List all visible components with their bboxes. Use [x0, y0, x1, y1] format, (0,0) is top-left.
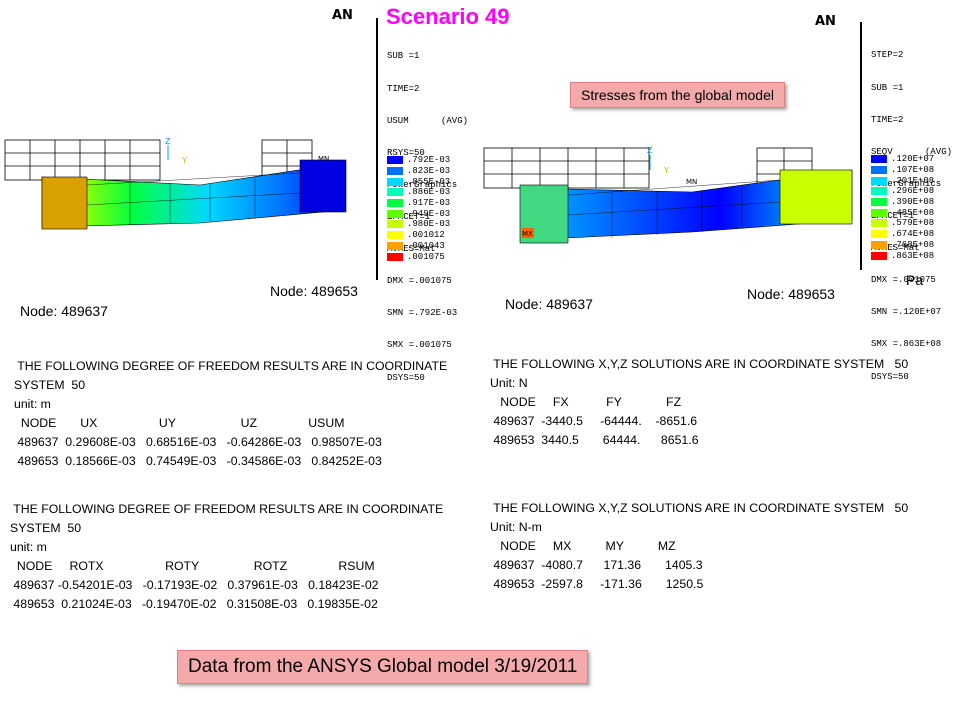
legend-line: DMX =.001075 [387, 276, 452, 287]
scale-swatch [387, 241, 403, 250]
left-divider [376, 18, 378, 280]
scale-swatch [871, 166, 887, 175]
right-divider [860, 22, 862, 270]
right-mx-tag: MX [522, 230, 533, 238]
scale-value: .001043 [407, 240, 445, 251]
scale-swatch [387, 220, 403, 229]
svg-text:Z: Z [165, 137, 171, 146]
legend-line: AVRES=Mat [387, 244, 436, 255]
scale-value: .917E-03 [407, 198, 451, 209]
scale-swatch [387, 167, 403, 176]
dof-rotation-results: THE FOLLOWING DEGREE OF FREEDOM RESULTS … [10, 502, 444, 611]
legend-line: PowerGraphics [387, 179, 458, 190]
left-legend-text: SUB =1 TIME=2 USUM (AVG) RSYS=50 PowerGr… [387, 30, 468, 394]
legend-line: AVRES=Mat [871, 243, 920, 254]
scale-value: .296E+08 [891, 186, 935, 197]
legend-line: PowerGraphics [871, 178, 942, 189]
scale-swatch [871, 176, 887, 185]
legend-line: SMN =.792E-03 [387, 308, 458, 319]
legend-line: SMX =.863E+08 [871, 339, 942, 350]
right-legend-text: STEP=2 SUB =1 TIME=2 SEQV (AVG) PowerGra… [871, 29, 952, 393]
scale-value: .674E+08 [891, 229, 935, 240]
legend-line: SUB =1 [387, 51, 420, 62]
scale-value: .390E+08 [891, 197, 935, 208]
scale-value: .001075 [407, 251, 445, 262]
scale-swatch [871, 240, 887, 249]
left-node-label-489653: Node: 489653 [270, 283, 358, 299]
scale-swatch [387, 156, 403, 165]
right-node-label-489653: Node: 489653 [747, 286, 835, 302]
left-fe-model: Z Y [4, 137, 347, 230]
scale-value: .855E-03 [407, 176, 451, 187]
legend-line: SMN =.120E+07 [871, 307, 942, 318]
scale-value: .201E+08 [891, 175, 935, 186]
left-node-label-489637: Node: 489637 [20, 303, 108, 319]
scale-value: .792E-03 [407, 155, 451, 166]
legend-line: DSYS=50 [871, 371, 909, 382]
scale-swatch [871, 198, 887, 207]
legend-line: TIME=2 [871, 114, 904, 125]
scale-swatch [387, 231, 403, 240]
moment-results: THE FOLLOWING X,Y,Z SOLUTIONS ARE IN COO… [490, 501, 909, 591]
page-title: Scenario 49 [386, 4, 510, 29]
scale-value: .485E+08 [891, 207, 935, 218]
legend-line: SEQV (AVG) [871, 146, 953, 157]
legend-line: STEP=2 [871, 50, 904, 61]
dof-translation-results: THE FOLLOWING DEGREE OF FREEDOM RESULTS … [14, 359, 448, 468]
right-color-scale: .120E+07 .107E+08 .201E+08 .296E+08 .390… [871, 154, 934, 261]
scale-value: .949E-03 [407, 208, 451, 219]
legend-line: USUM (AVG) [387, 115, 469, 126]
right-node-label-489637: Node: 489637 [505, 296, 593, 312]
scale-swatch [871, 187, 887, 196]
scale-value: .823E-03 [407, 166, 451, 177]
legend-line: SUB =1 [871, 82, 904, 93]
legend-line: SMX =.001075 [387, 340, 452, 351]
footer-callout: Data from the ANSYS Global model 3/19/20… [177, 650, 589, 684]
scale-swatch [871, 155, 887, 164]
scale-swatch [387, 252, 403, 261]
legend-line: TIME=2 [387, 83, 420, 94]
scale-value: .001012 [407, 230, 445, 241]
right-fe-model: Z Y [483, 146, 853, 244]
svg-text:Y: Y [181, 156, 187, 165]
svg-text:Z: Z [647, 146, 653, 155]
left-mn-tag: MN [318, 155, 330, 163]
legend-line: RSYS=50 [387, 147, 425, 158]
scale-value: .886E-03 [407, 187, 451, 198]
scale-value: .107E+08 [891, 165, 935, 176]
scale-swatch [387, 188, 403, 197]
stresses-callout: Stresses from the global model [570, 82, 785, 108]
scale-swatch [871, 208, 887, 217]
legend-line: EFACET=1 [871, 210, 915, 221]
svg-text:Y: Y [663, 166, 669, 175]
scale-swatch [387, 199, 403, 208]
scale-swatch [387, 177, 403, 186]
scale-value: .579E+08 [891, 218, 935, 229]
legend-line: DMX =.001075 [871, 275, 936, 286]
scale-swatch [387, 209, 403, 218]
scale-swatch [871, 230, 887, 239]
legend-line: EFACET=1 [387, 211, 431, 222]
scale-value: .980E-03 [407, 219, 451, 230]
scale-swatch [871, 219, 887, 228]
scale-value: .120E+07 [891, 154, 935, 165]
legend-line: DSYS=50 [387, 372, 425, 383]
force-results: THE FOLLOWING X,Y,Z SOLUTIONS ARE IN COO… [490, 357, 909, 447]
scale-value: .768E+08 [891, 239, 935, 250]
left-color-scale: .792E-03 .823E-03 .855E-03 .886E-03 .917… [387, 155, 450, 262]
ansys-logo-left: AN [332, 8, 353, 23]
ansys-logo-right: AN [815, 14, 836, 29]
scale-value: .863E+08 [891, 250, 935, 261]
stress-unit-label: Pa [906, 272, 924, 288]
scale-swatch [871, 251, 887, 260]
right-mn-tag: MN [686, 178, 698, 186]
